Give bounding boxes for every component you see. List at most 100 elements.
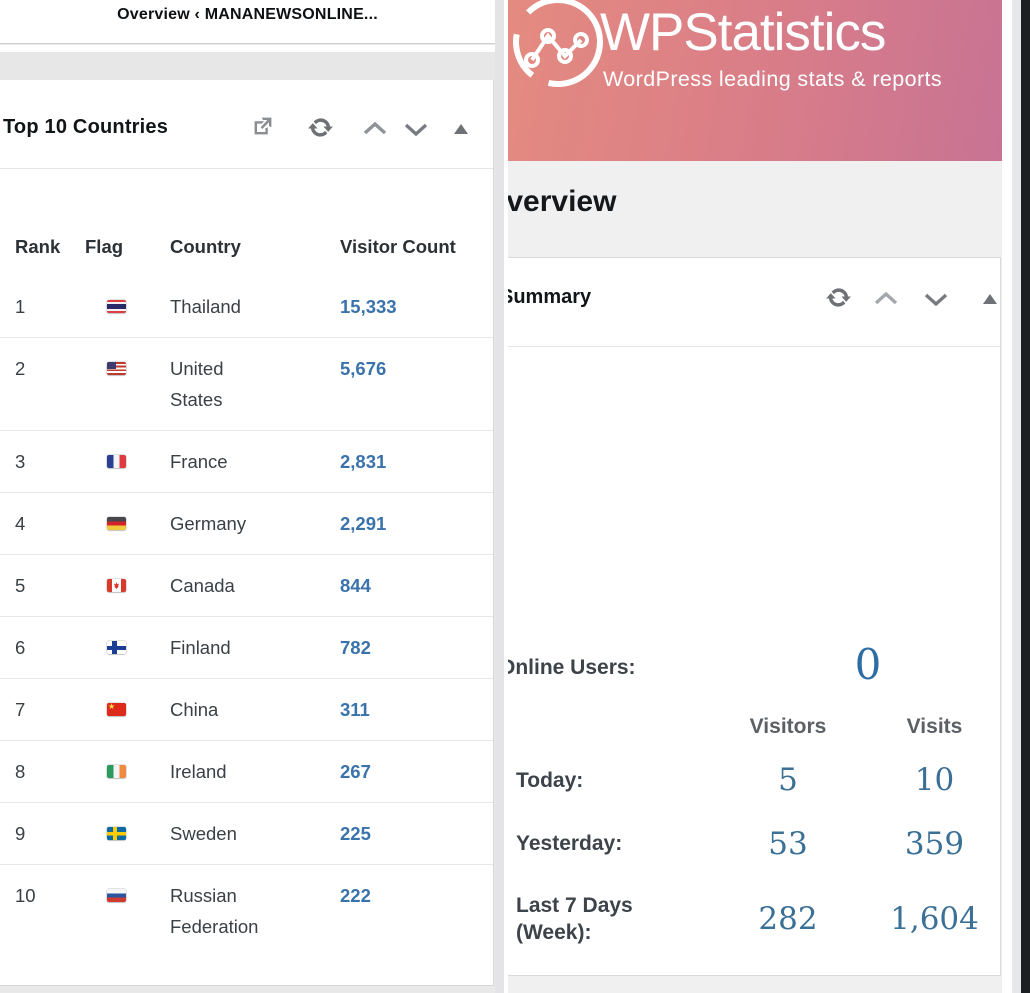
visitor-count-link[interactable]: 222 <box>340 885 371 906</box>
rank-cell: 9 <box>15 823 26 844</box>
country-cell: Canada <box>170 575 235 596</box>
visitor-count-link[interactable]: 2,831 <box>340 451 387 472</box>
browser-titlebar: Overview ‹ MANANEWSONLINE... <box>0 0 495 44</box>
flag-canada-icon <box>107 579 126 592</box>
col-header-country: Country <box>170 236 241 257</box>
screen-edge-dark <box>1021 0 1030 993</box>
visits-value[interactable]: 359 <box>904 825 965 862</box>
table-row: 3 France 2,831 <box>0 431 493 493</box>
flag-france-icon <box>107 455 126 468</box>
chevron-up-icon[interactable] <box>361 120 389 143</box>
summary-row: Last 30 Days (Month): 1,173 5,216 <box>508 963 1000 975</box>
flag-china-icon <box>107 703 126 716</box>
country-cell: Ireland <box>170 761 227 782</box>
flag-finland-icon <box>107 641 126 654</box>
chevron-up-icon[interactable] <box>872 290 900 313</box>
rank-cell: 8 <box>15 761 26 782</box>
country-cell: Thailand <box>170 296 241 317</box>
visitors-value[interactable]: 282 <box>758 901 818 937</box>
visits-value[interactable]: 1,604 <box>890 901 979 937</box>
visits-value[interactable]: 10 <box>914 762 955 798</box>
brand-title: WPStatistics <box>600 3 886 62</box>
col-header-visitors: Visitors <box>749 715 827 738</box>
summary-row: Today: 5 10 <box>508 748 1000 812</box>
table-row: 4 Germany 2,291 <box>0 493 493 555</box>
countries-table-header: Rank Flag Country Visitor Count <box>0 169 493 276</box>
wp-statistics-logo-icon <box>513 0 603 87</box>
rank-cell: 5 <box>15 575 26 596</box>
summary-rows: Today: 5 10 Yesterday: 53 359 Last 7 Day… <box>508 748 1000 975</box>
collapse-triangle-icon[interactable] <box>454 124 468 134</box>
summary-row: Yesterday: 53 359 <box>508 812 1000 875</box>
country-cell: China <box>170 699 219 720</box>
chevron-down-icon[interactable] <box>402 120 430 143</box>
summary-row-label: Yesterday: <box>516 832 623 855</box>
refresh-icon[interactable] <box>307 114 334 146</box>
rank-cell: 7 <box>15 699 26 720</box>
visitors-value[interactable]: 53 <box>768 825 808 862</box>
visitor-count-link[interactable]: 267 <box>340 761 371 782</box>
summary-title: Summary <box>508 286 592 308</box>
browser-tab-title: Overview ‹ MANANEWSONLINE... <box>117 6 378 23</box>
country-cell: United States <box>170 358 224 410</box>
top-countries-panel: Top 10 Countries Rank Flag Country Visit… <box>0 80 494 986</box>
col-header-flag: Flag <box>85 236 124 257</box>
top-countries-title: Top 10 Countries <box>3 116 169 138</box>
refresh-icon[interactable] <box>825 284 852 316</box>
pane-gap <box>495 0 504 993</box>
country-cell: Finland <box>170 637 231 658</box>
country-cell: Germany <box>170 513 247 534</box>
rank-cell: 4 <box>15 513 26 534</box>
online-users-row: Online Users: 0 <box>508 632 1000 706</box>
rank-cell: 10 <box>15 885 36 906</box>
table-row: 1 Thailand 15,333 <box>0 276 493 338</box>
online-users-label: Online Users: <box>508 656 636 679</box>
wp-statistics-banner: WPStatistics WordPress leading stats & r… <box>508 0 1002 161</box>
rank-cell: 1 <box>15 296 26 317</box>
rank-cell: 2 <box>15 358 26 379</box>
visitor-count-link[interactable]: 225 <box>340 823 371 844</box>
visitor-count-link[interactable]: 2,291 <box>340 513 387 534</box>
flag-ireland-icon <box>107 765 126 778</box>
table-row: 9 Sweden 225 <box>0 803 493 865</box>
col-header-visits: Visits <box>906 715 963 738</box>
rank-cell: 6 <box>15 637 26 658</box>
left-pane: Overview ‹ MANANEWSONLINE... Top 10 Coun… <box>0 0 495 993</box>
page-title: Overview <box>508 185 617 218</box>
summary-row-label: Today: <box>516 768 584 792</box>
summary-row: Last 7 Days (Week): 282 1,604 <box>508 875 1000 963</box>
summary-panel: Summary Online Users: 0 Visitors Visits … <box>508 257 1001 976</box>
table-row: 6 Finland 782 <box>0 617 493 679</box>
external-link-icon[interactable] <box>251 114 275 143</box>
flag-russian-federation-icon <box>107 889 126 902</box>
admin-background-band <box>0 52 495 80</box>
table-row: 10 Russian Federation 222 <box>0 865 493 957</box>
summary-columns-header: Visitors Visits <box>508 706 1000 748</box>
visitor-count-link[interactable]: 782 <box>340 637 371 658</box>
top-countries-header: Top 10 Countries <box>0 80 493 169</box>
table-row: 5 Canada 844 <box>0 555 493 617</box>
right-pane: WPStatistics WordPress leading stats & r… <box>504 0 1012 993</box>
chevron-down-icon[interactable] <box>922 290 950 313</box>
table-row: 2 United States 5,676 <box>0 338 493 431</box>
collapse-triangle-icon[interactable] <box>983 294 997 304</box>
rank-cell: 3 <box>15 451 26 472</box>
visitor-count-link[interactable]: 311 <box>340 699 370 720</box>
flag-united-states-icon <box>107 362 126 375</box>
summary-header: Summary <box>508 258 1000 347</box>
col-header-rank: Rank <box>15 236 61 257</box>
visitor-count-link[interactable]: 5,676 <box>340 358 387 379</box>
visitor-count-link[interactable]: 844 <box>340 575 371 596</box>
flag-germany-icon <box>107 517 126 530</box>
page-title-wrap: Overview <box>508 185 1002 227</box>
flag-thailand-icon <box>107 300 126 313</box>
table-row: 8 Ireland 267 <box>0 741 493 803</box>
table-row: 7 China 311 <box>0 679 493 741</box>
screen-edge-gray <box>1012 0 1021 993</box>
col-header-visitor-count: Visitor Count <box>340 236 456 257</box>
visitor-count-link[interactable]: 15,333 <box>340 296 397 317</box>
visitors-value[interactable]: 5 <box>778 762 798 798</box>
online-users-value[interactable]: 0 <box>854 640 882 689</box>
summary-row-label: Last 7 Days (Week): <box>516 894 633 944</box>
brand-tagline: WordPress leading stats & reports <box>603 67 943 91</box>
